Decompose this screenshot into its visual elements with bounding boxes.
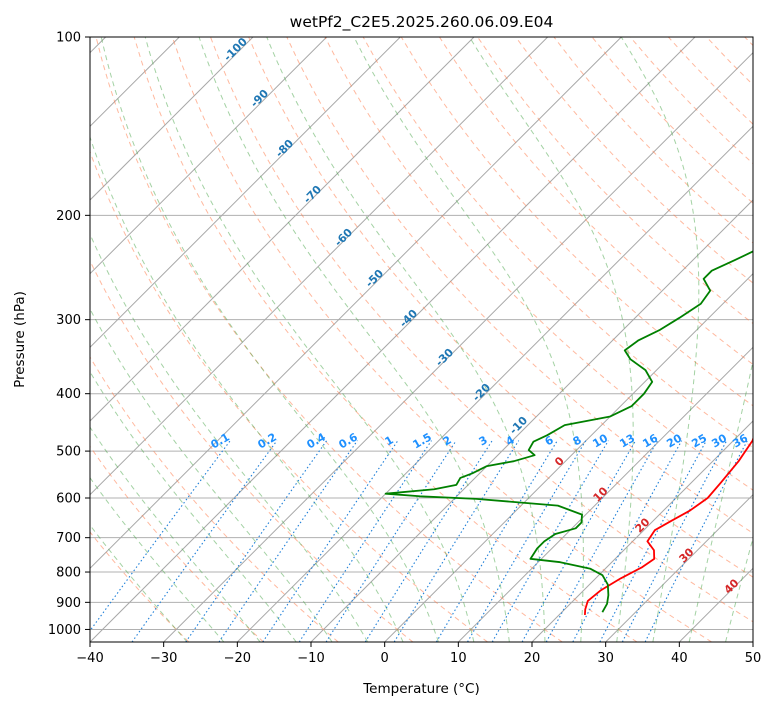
moist-adiabat-line (100, 37, 439, 642)
mixing-ratio-line (545, 440, 659, 642)
plot-background (90, 37, 753, 642)
dry-adiabat-line (210, 37, 753, 623)
mixing-ratio-line (325, 440, 457, 642)
dry-adiabat-line (439, 37, 753, 366)
moist-adiabat-line (90, 135, 404, 642)
dry-adiabat-line (171, 37, 712, 642)
dry-adiabat-line (90, 259, 414, 642)
mixing-ratio-line (572, 440, 683, 642)
isotherm-line (384, 272, 753, 642)
isotherm-line (752, 641, 753, 642)
y-tick-label: 100 (56, 31, 81, 46)
mixing-ratio-line (185, 440, 328, 642)
mixing-ratio-line (393, 440, 520, 642)
mixing-ratio-line (298, 440, 432, 642)
mixing-ratio-line (218, 440, 358, 642)
x-tick-label: −20 (224, 651, 251, 666)
x-tick-label: 50 (745, 651, 762, 666)
dry-adiabat-line (286, 37, 753, 534)
mixing-ratio-line (262, 440, 399, 642)
x-tick-label: 20 (524, 651, 541, 666)
axes: −40 −30 −20 −10 0 10 20 30 40 50 100 200 300 400 500 60… (48, 31, 761, 667)
moist-adiabat-line (90, 370, 297, 642)
mixing-ratio-line (435, 440, 558, 642)
x-tick-label: 40 (671, 651, 688, 666)
isotherm-line (90, 37, 328, 275)
chart-title: wetPf2_C2E5.2025.260.06.09.E04 (290, 13, 554, 32)
y-tick-label: 200 (56, 209, 81, 224)
y-tick-label: 400 (56, 387, 81, 402)
isotherm-line (90, 37, 696, 642)
moist-adiabat-line (90, 524, 188, 642)
background-lines (90, 37, 753, 642)
isotherm-line (605, 493, 753, 642)
x-tick-label: 30 (597, 651, 614, 666)
isotherm-line (90, 37, 475, 422)
isotherm-line (90, 37, 549, 496)
dry-adiabat-line (90, 150, 488, 642)
mixing-ratio-line (467, 440, 587, 642)
isotherm-line (531, 420, 753, 642)
y-tick-label: 600 (56, 492, 81, 507)
mixing-ratio-line (364, 440, 493, 642)
plot-frame (89, 36, 754, 643)
y-tick-label: 300 (56, 313, 81, 328)
moist-adiabat-line (353, 37, 584, 642)
dry-adiabat-line (515, 37, 753, 284)
isotherm-line (457, 346, 753, 642)
x-tick-label: 10 (450, 651, 467, 666)
y-axis-title: Pressure (hPa) (12, 291, 28, 388)
y-tick-label: 700 (56, 531, 81, 546)
mixing-ratio-line (644, 440, 748, 642)
temperature-profile-line (583, 436, 753, 615)
dry-adiabat-line (90, 445, 264, 642)
moist-adiabat-line (90, 426, 261, 642)
dry-adiabat-line (248, 37, 753, 578)
dry-adiabat-line (90, 356, 339, 642)
y-tick-label: 500 (56, 445, 81, 460)
dry-adiabat-line (400, 37, 753, 407)
dry-adiabat-line (90, 531, 190, 642)
moist-adiabat-line (144, 37, 475, 642)
dewpoint-profile-line (384, 250, 753, 613)
profile-lines (384, 250, 753, 615)
moist-adiabat-line (266, 37, 546, 642)
x-axis-title: Temperature (°C) (362, 681, 480, 697)
isotherm-line (90, 37, 401, 349)
y-tick-label: 1000 (48, 623, 81, 638)
isotherm-line (163, 51, 753, 642)
isotherm-line (236, 125, 753, 642)
mixing-ratio-line (521, 440, 637, 642)
x-tick-label: 0 (381, 651, 389, 666)
isotherm-line (90, 37, 254, 201)
moist-adiabat-line (90, 476, 225, 642)
isotherm-line (90, 37, 622, 570)
mixing-ratio-line (131, 440, 278, 642)
x-tick-label: −10 (297, 651, 324, 666)
dry-adiabat-line (133, 37, 638, 642)
x-tick-label: −40 (76, 651, 103, 666)
y-tick-label: 900 (56, 596, 81, 611)
moist-adiabat-line (90, 233, 369, 642)
x-tick-label: −30 (150, 651, 177, 666)
mixing-ratio-line (90, 440, 231, 632)
dry-adiabat-line (95, 37, 563, 642)
moist-adiabat-line (620, 37, 700, 642)
y-tick-label: 800 (56, 566, 81, 581)
